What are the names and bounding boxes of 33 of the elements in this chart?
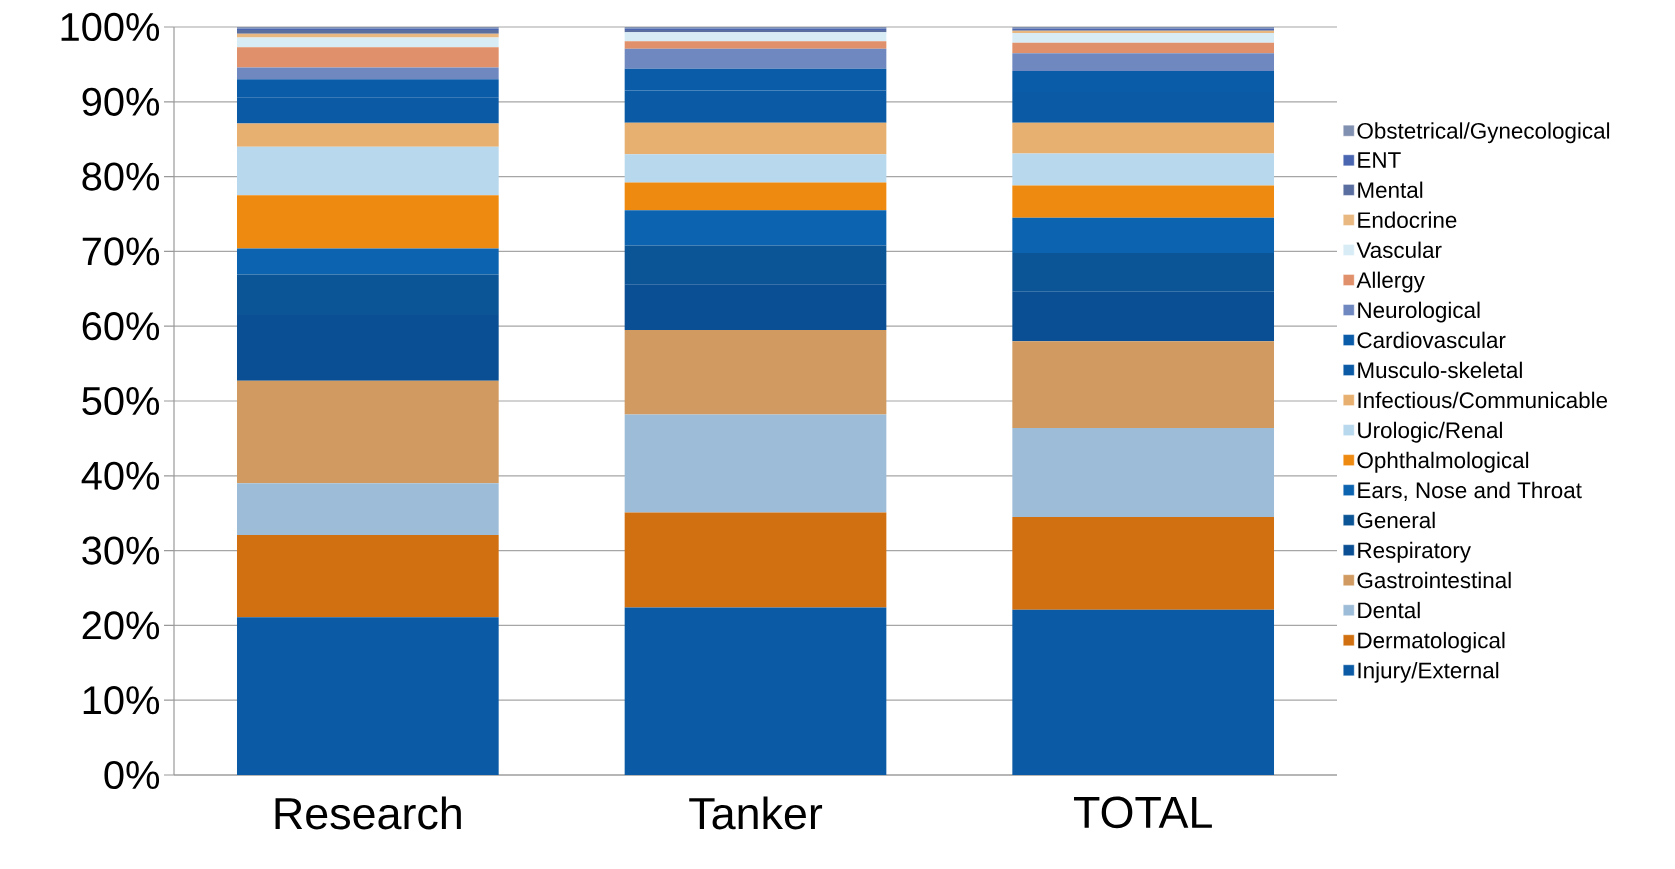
legend-label: Neurological xyxy=(1358,301,1480,323)
y-tick-label: 10% xyxy=(83,686,160,715)
legend-label: Dermatological xyxy=(1358,631,1505,653)
legend-label: Vascular xyxy=(1356,241,1442,259)
legend-label: Endocrine xyxy=(1358,211,1457,229)
y-tick-label: 90% xyxy=(82,87,160,116)
x-tick-label: Research xyxy=(275,796,461,830)
legend-label: General xyxy=(1357,511,1435,529)
legend-label: Injury/External xyxy=(1358,661,1499,683)
legend-label: ENT xyxy=(1358,152,1401,168)
y-tick-label: 80% xyxy=(82,162,160,191)
y-tick-label: 60% xyxy=(82,312,160,341)
y-tick-label: 40% xyxy=(81,461,160,490)
legend-label: Infectious/Communicable xyxy=(1358,391,1608,409)
legend-label: Ophthalmological xyxy=(1357,451,1529,473)
legend-label: Musculo-skeletal xyxy=(1358,361,1522,379)
y-tick-label: 30% xyxy=(82,536,160,565)
y-tick-label: 50% xyxy=(82,386,160,416)
y-tick-label: 0% xyxy=(104,760,160,790)
legend-label: Cardiovascular xyxy=(1357,331,1506,349)
legend-label: Dental xyxy=(1358,601,1420,619)
legend-label: Mental xyxy=(1358,181,1423,199)
y-tick-label: 100% xyxy=(61,12,160,42)
y-tick-label: 20% xyxy=(82,611,160,640)
legend-label: Urologic/Renal xyxy=(1358,421,1502,443)
y-tick-label: 70% xyxy=(82,237,160,266)
x-tick-label: Tanker xyxy=(689,796,823,830)
legend-label: Allergy xyxy=(1356,271,1425,293)
legend-label: Gastrointestinal xyxy=(1357,571,1511,589)
legend-label: Respiratory xyxy=(1358,541,1471,563)
x-tick-label: TOTAL xyxy=(1074,796,1212,829)
legend-label: Ears, Nose and Throat xyxy=(1358,481,1582,501)
legend-label: Obstetrical/Gynecological xyxy=(1357,122,1610,144)
